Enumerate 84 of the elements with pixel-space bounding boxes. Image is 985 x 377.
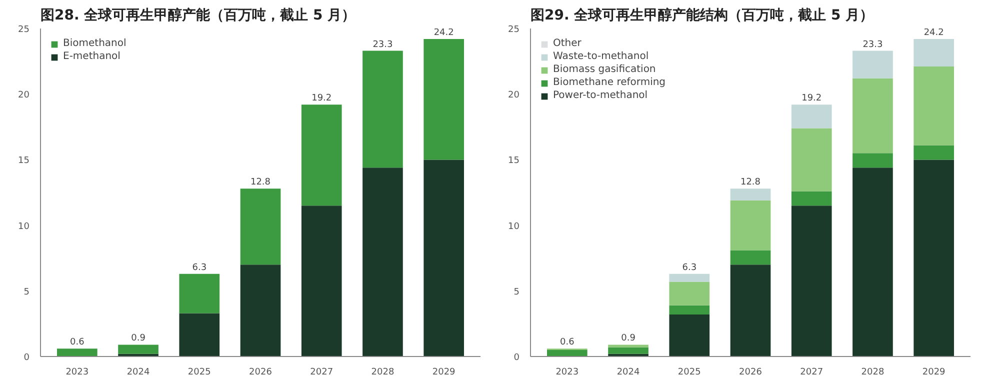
bar xyxy=(791,128,832,192)
bar xyxy=(914,66,954,146)
total-label: 0.9 xyxy=(621,334,636,344)
total-label: 24.2 xyxy=(924,28,944,38)
x-tick-label: 2027 xyxy=(800,368,824,377)
bar xyxy=(669,314,710,356)
bar xyxy=(240,264,281,356)
total-label: 0.6 xyxy=(70,338,85,348)
legend-label: Power-to-methanol xyxy=(553,90,648,101)
x-tick-label: 2027 xyxy=(310,368,334,377)
x-tick-label: 2023 xyxy=(556,368,579,377)
bar xyxy=(179,274,220,314)
bar xyxy=(669,274,710,282)
total-label: 19.2 xyxy=(312,94,332,104)
legend-label: Biomethane reforming xyxy=(553,77,666,88)
y-tick-label: 5 xyxy=(514,287,520,298)
bar xyxy=(424,160,464,356)
legend-label: E-methanol xyxy=(63,51,120,62)
legend-label: Waste-to-methanol xyxy=(553,51,649,62)
bar xyxy=(852,153,893,168)
bar xyxy=(608,347,648,354)
bar xyxy=(669,305,710,315)
legend-label: Other xyxy=(553,38,582,49)
bar xyxy=(179,313,220,356)
y-tick-label: 10 xyxy=(508,222,520,232)
total-label: 12.8 xyxy=(740,178,761,188)
total-label: 19.2 xyxy=(802,94,822,104)
bar xyxy=(730,188,771,200)
bar xyxy=(301,104,342,206)
total-label: 23.3 xyxy=(862,40,883,50)
y-tick-label: 10 xyxy=(18,222,30,232)
total-label: 12.8 xyxy=(250,178,271,188)
bar xyxy=(362,168,403,356)
y-tick-label: 25 xyxy=(18,25,30,35)
bar xyxy=(730,264,771,356)
y-tick-label: 0 xyxy=(514,353,520,363)
chart-title: 图28. 全球可再生甲醇产能（百万吨，截止 5 月） xyxy=(40,6,356,24)
bar xyxy=(730,250,771,265)
x-tick-label: 2029 xyxy=(922,368,946,377)
total-label: 0.6 xyxy=(560,338,575,348)
bar xyxy=(791,104,832,128)
y-tick-label: 5 xyxy=(24,287,30,298)
bar xyxy=(730,200,771,250)
bar xyxy=(608,344,648,348)
x-tick-label: 2026 xyxy=(249,368,272,377)
y-tick-label: 20 xyxy=(508,90,520,101)
y-tick-label: 25 xyxy=(508,25,520,35)
bar xyxy=(914,38,954,67)
bar xyxy=(791,191,832,206)
x-tick-label: 2024 xyxy=(126,368,150,377)
bar xyxy=(852,50,893,78)
bar xyxy=(118,344,158,354)
x-tick-label: 2028 xyxy=(861,368,884,377)
total-label: 6.3 xyxy=(192,262,207,273)
total-label: 6.3 xyxy=(682,262,697,273)
legend-label: Biomethanol xyxy=(63,38,126,49)
x-tick-label: 2028 xyxy=(371,368,394,377)
y-tick-label: 20 xyxy=(18,90,30,101)
total-label: 23.3 xyxy=(372,40,393,50)
x-tick-label: 2029 xyxy=(432,368,456,377)
y-tick-label: 15 xyxy=(508,156,520,166)
bar xyxy=(547,350,588,356)
total-label: 24.2 xyxy=(434,28,454,38)
chart-title: 图29. 全球可再生甲醇产能结构（百万吨，截止 5 月） xyxy=(530,6,874,24)
bar xyxy=(362,50,403,168)
x-tick-label: 2025 xyxy=(678,368,701,377)
bar xyxy=(852,78,893,154)
bar xyxy=(914,160,954,356)
bar xyxy=(852,168,893,356)
x-tick-label: 2026 xyxy=(739,368,762,377)
y-tick-label: 0 xyxy=(24,353,30,363)
bar xyxy=(791,206,832,356)
bar xyxy=(424,38,464,160)
legend-label: Biomass gasification xyxy=(553,64,656,75)
bar xyxy=(301,206,342,356)
bar xyxy=(240,188,281,265)
x-tick-label: 2023 xyxy=(66,368,89,377)
total-label: 0.9 xyxy=(131,334,146,344)
y-tick-label: 15 xyxy=(18,156,30,166)
x-tick-label: 2025 xyxy=(188,368,211,377)
bar xyxy=(669,282,710,306)
bar xyxy=(57,348,98,356)
bar xyxy=(914,145,954,160)
x-tick-label: 2024 xyxy=(616,368,640,377)
